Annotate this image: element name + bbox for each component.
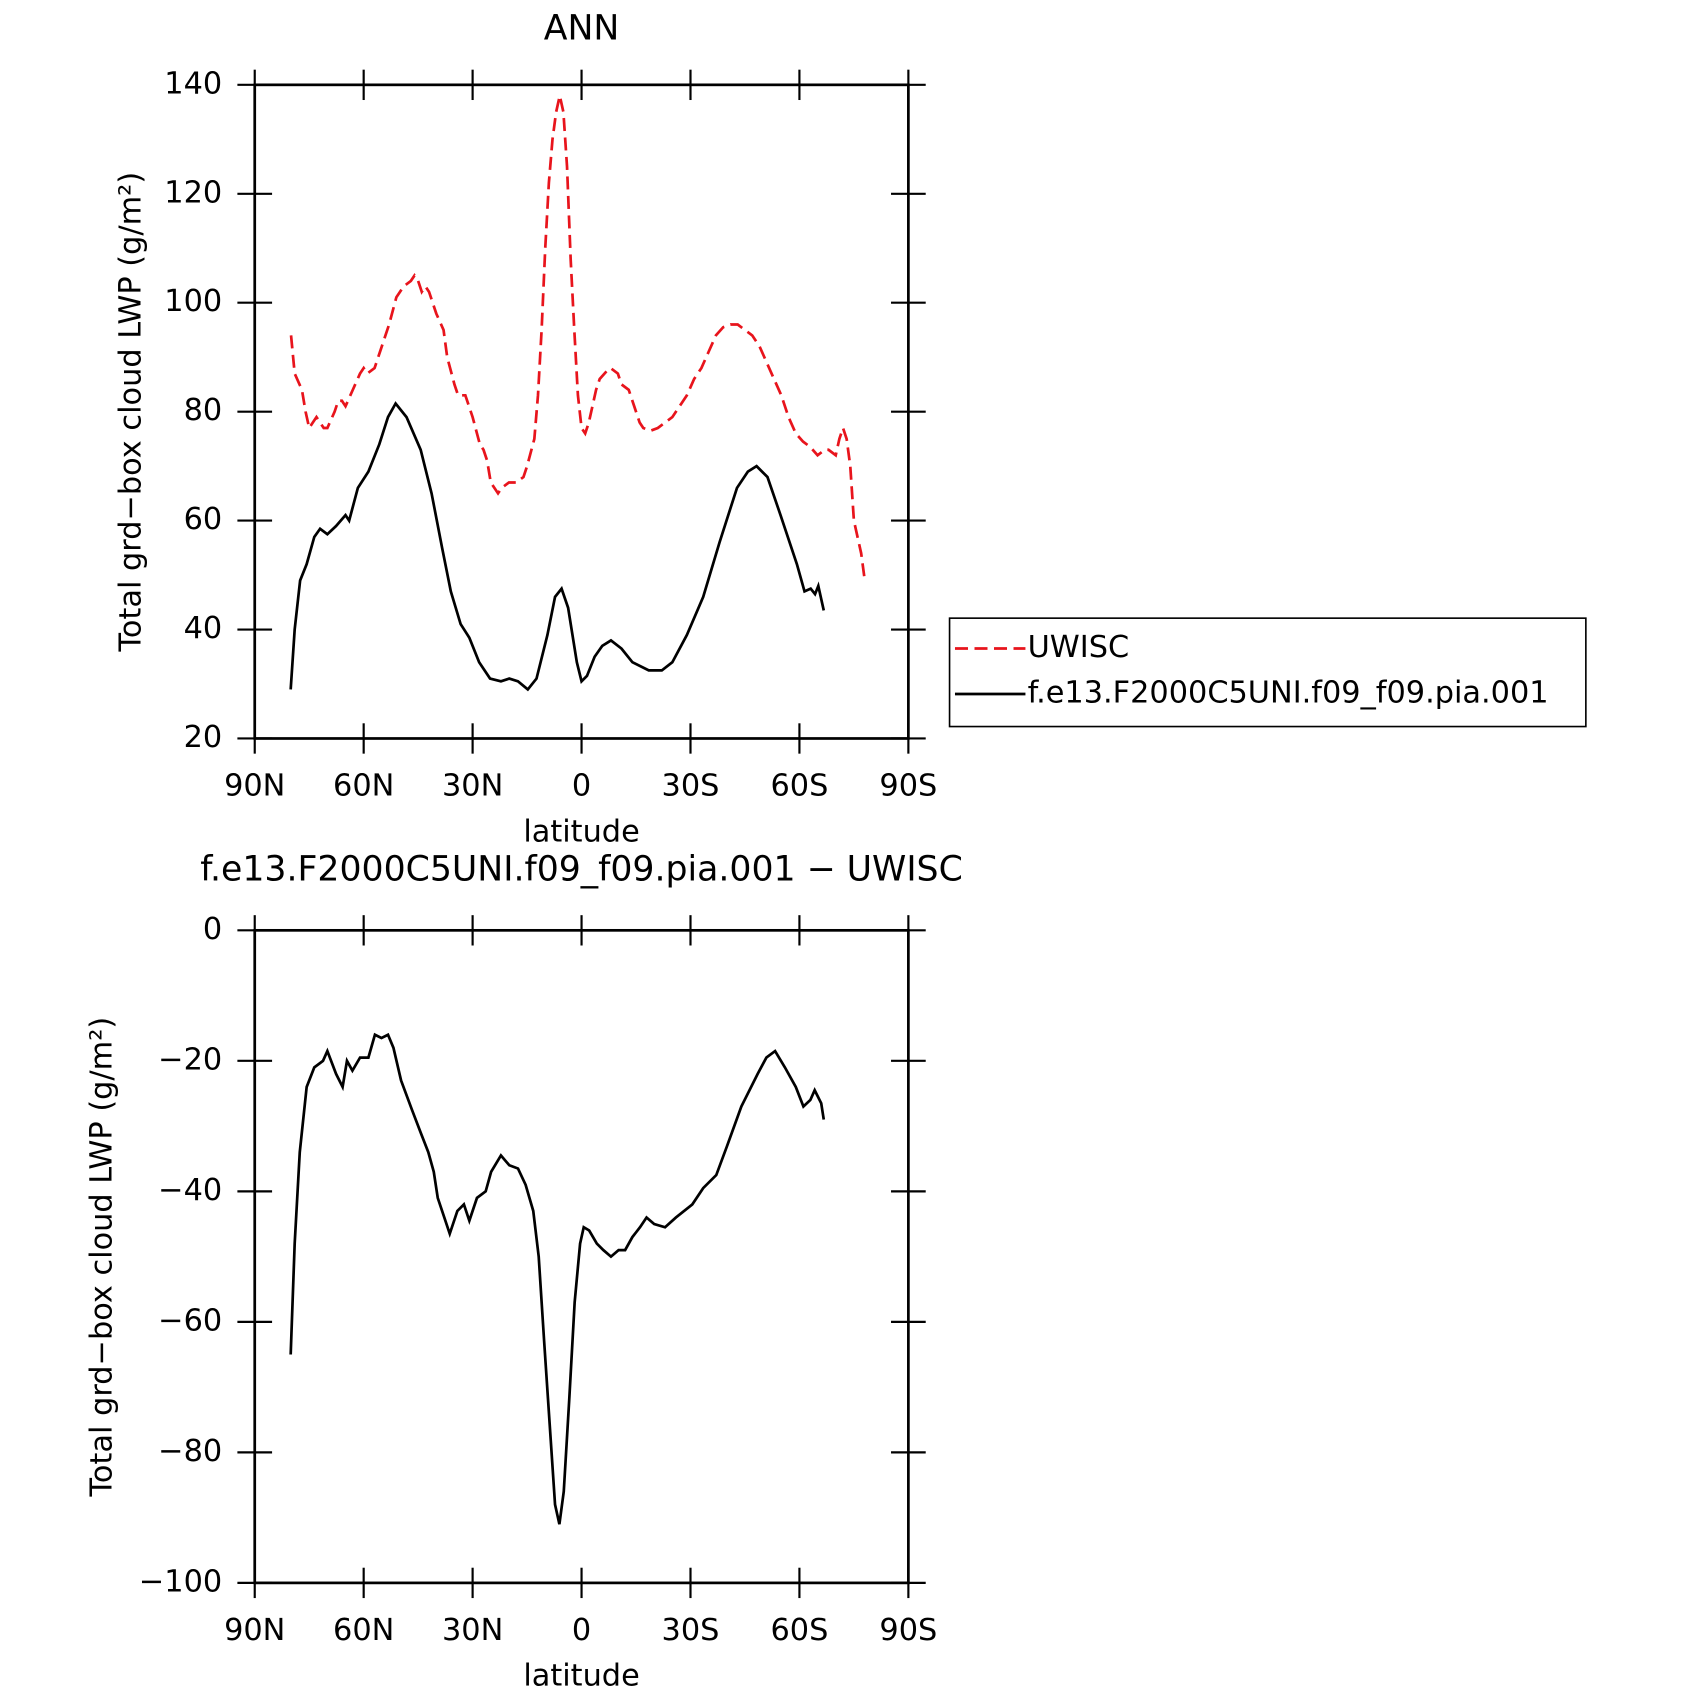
y-tick-label: 40 — [184, 611, 223, 646]
x-axis-label: latitude — [523, 1659, 639, 1694]
x-tick-label: 90S — [879, 769, 937, 804]
series-line — [289, 1032, 826, 1525]
x-axis-label: latitude — [523, 814, 639, 849]
legend-label: f.e13.F2000C5UNI.f09_f09.pia.001 — [1028, 676, 1549, 711]
y-tick-label: 20 — [184, 720, 223, 755]
legend-box — [948, 617, 1587, 728]
x-tick-label: 30N — [442, 1613, 503, 1648]
y-tick-label: −40 — [158, 1173, 222, 1208]
y-tick-label: −60 — [158, 1303, 222, 1338]
x-tick-label: 30N — [442, 769, 503, 804]
y-tick-label: 80 — [184, 393, 223, 428]
x-tick-label: 60N — [333, 1613, 394, 1648]
x-tick-label: 60S — [770, 1613, 828, 1648]
y-tick-label: 100 — [164, 284, 222, 319]
x-tick-label: 0 — [572, 769, 591, 804]
y-tick-label: 60 — [184, 502, 223, 537]
series-line — [289, 95, 867, 581]
chart-title: f.e13.F2000C5UNI.f09_f09.pia.001 − UWISC — [200, 850, 962, 890]
y-tick-label: −20 — [158, 1042, 222, 1077]
y-tick-label: 120 — [164, 175, 222, 210]
y-axis-label: Total grd−box cloud LWP (g/m²) — [84, 1017, 119, 1498]
x-tick-label: 30S — [662, 769, 720, 804]
y-tick-label: 0 — [203, 912, 222, 947]
x-tick-label: 90N — [224, 769, 285, 804]
series-line — [289, 401, 826, 692]
y-tick-label: −80 — [158, 1434, 222, 1469]
y-axis-label: Total grd−box cloud LWP (g/m²) — [114, 172, 149, 653]
x-tick-label: 90N — [224, 1613, 285, 1648]
y-tick-label: −100 — [139, 1564, 222, 1599]
plot-frame — [253, 83, 910, 740]
x-tick-label: 60S — [770, 769, 828, 804]
y-tick-label: 140 — [164, 66, 222, 101]
x-tick-label: 30S — [662, 1613, 720, 1648]
chart-title: ANN — [544, 9, 620, 49]
legend-label: UWISC — [1028, 630, 1130, 665]
x-tick-label: 0 — [572, 1613, 591, 1648]
plot-frame — [253, 928, 910, 1585]
x-tick-label: 60N — [333, 769, 394, 804]
x-tick-label: 90S — [879, 1613, 937, 1648]
